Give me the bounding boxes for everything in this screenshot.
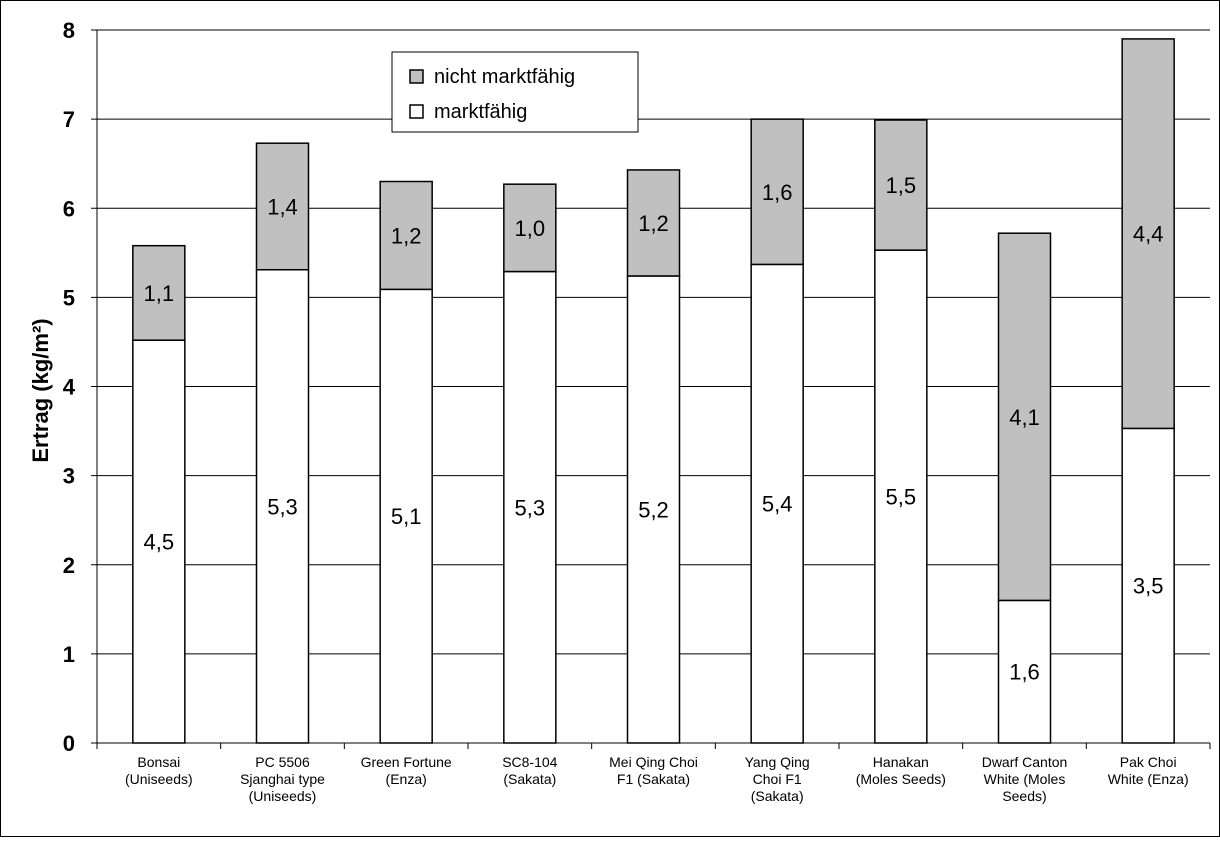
x-tick-label: Yang Qing Choi F1 (Sakata): [745, 754, 810, 804]
x-tick-label-line: White (Enza): [1108, 771, 1189, 787]
x-tick-label-line: (Enza): [386, 771, 427, 787]
data-label: 1,6: [1009, 660, 1040, 685]
data-label: 1,0: [515, 216, 546, 241]
data-label: 1,2: [391, 223, 422, 248]
x-tick-label-line: Choi F1: [753, 771, 802, 787]
legend-swatch: [410, 105, 423, 118]
data-label: 5,5: [886, 485, 917, 510]
data-label: 1,5: [886, 173, 917, 198]
x-tick-label-line: White (Moles: [984, 771, 1066, 787]
y-axis-title: Ertrag (kg/m²): [28, 318, 53, 462]
x-tick-label-line: (Sakata): [503, 771, 556, 787]
x-tick-label-line: Dwarf Canton: [982, 754, 1068, 770]
x-tick-label-line: Seeds): [1002, 788, 1046, 804]
y-tick-label: 8: [63, 18, 75, 43]
legend-entry: nicht marktfähig: [434, 66, 575, 88]
data-label: 3,5: [1133, 574, 1164, 599]
x-tick-label-line: Mei Qing Choi: [609, 754, 698, 770]
data-label: 5,3: [267, 494, 298, 519]
data-label: 1,2: [638, 211, 669, 236]
x-tick-label: Mei Qing Choi F1 (Sakata): [609, 754, 698, 787]
x-tick-label-line: F1 (Sakata): [617, 771, 690, 787]
x-tick-label: Pak Choi White (Enza): [1108, 754, 1189, 787]
data-label: 4,5: [144, 530, 175, 555]
y-tick-label: 1: [63, 642, 75, 667]
data-label: 1,1: [144, 281, 175, 306]
data-label: 5,3: [515, 495, 546, 520]
y-tick-label: 7: [63, 107, 75, 132]
data-label: 4,4: [1133, 222, 1164, 247]
data-label: 1,4: [267, 194, 298, 219]
x-tick-label-line: (Uniseeds): [125, 771, 193, 787]
legend: nicht marktfähig marktfähig: [392, 52, 638, 132]
x-tick-label-line: Yang Qing: [745, 754, 810, 770]
data-label: 4,1: [1009, 405, 1040, 430]
data-label: 5,4: [762, 492, 793, 517]
y-tick-label: 3: [63, 464, 75, 489]
legend-swatch: [410, 70, 423, 83]
x-tick-label-line: PC 5506: [255, 754, 310, 770]
y-tick-label: 4: [63, 375, 76, 400]
x-tick-label-line: Green Fortune: [361, 754, 452, 770]
data-label: 1,6: [762, 180, 793, 205]
data-label: 5,1: [391, 504, 422, 529]
x-tick-label-line: Hanakan: [873, 754, 929, 770]
x-tick-label-line: Sjanghai type: [240, 771, 325, 787]
x-tick-label-line: (Uniseeds): [249, 788, 317, 804]
x-tick-label-line: Pak Choi: [1120, 754, 1177, 770]
y-tick-label: 5: [63, 285, 75, 310]
y-tick-label: 2: [63, 553, 75, 578]
x-tick-label-line: (Moles Seeds): [856, 771, 946, 787]
x-tick-label-line: (Sakata): [751, 788, 804, 804]
y-tick-label: 0: [63, 731, 75, 756]
legend-entry: marktfähig: [434, 101, 527, 123]
x-tick-label-line: SC8-104: [502, 754, 557, 770]
x-tick-label: SC8-104 (Sakata): [502, 754, 557, 787]
x-tick-label-line: Bonsai: [137, 754, 180, 770]
data-label: 5,2: [638, 497, 669, 522]
y-tick-label: 6: [63, 196, 75, 221]
